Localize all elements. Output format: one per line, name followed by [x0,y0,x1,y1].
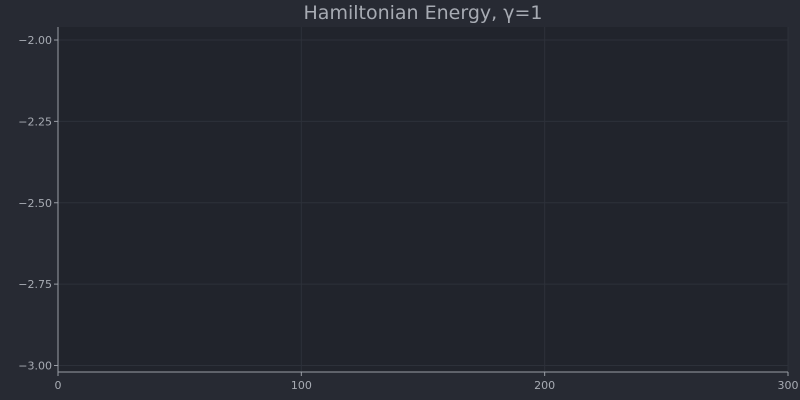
y-tick-label: −2.00 [18,34,52,47]
chart-title: Hamiltonian Energy, γ=1 [304,2,543,24]
plot-area [58,27,788,372]
y-tick-label: −2.50 [18,197,52,210]
y-tick-label: −3.00 [18,359,52,372]
x-tick-label: 300 [778,379,799,392]
x-tick-label: 0 [55,379,62,392]
y-tick-label: −2.25 [18,115,52,128]
y-tick-label: −2.75 [18,278,52,291]
x-tick-label: 200 [534,379,555,392]
tick-layer: −2.00 −2.25 −2.50 −2.75 −3.000 100 200 300 [18,34,798,392]
grid-layer [57,27,789,372]
x-tick-label: 100 [291,379,312,392]
